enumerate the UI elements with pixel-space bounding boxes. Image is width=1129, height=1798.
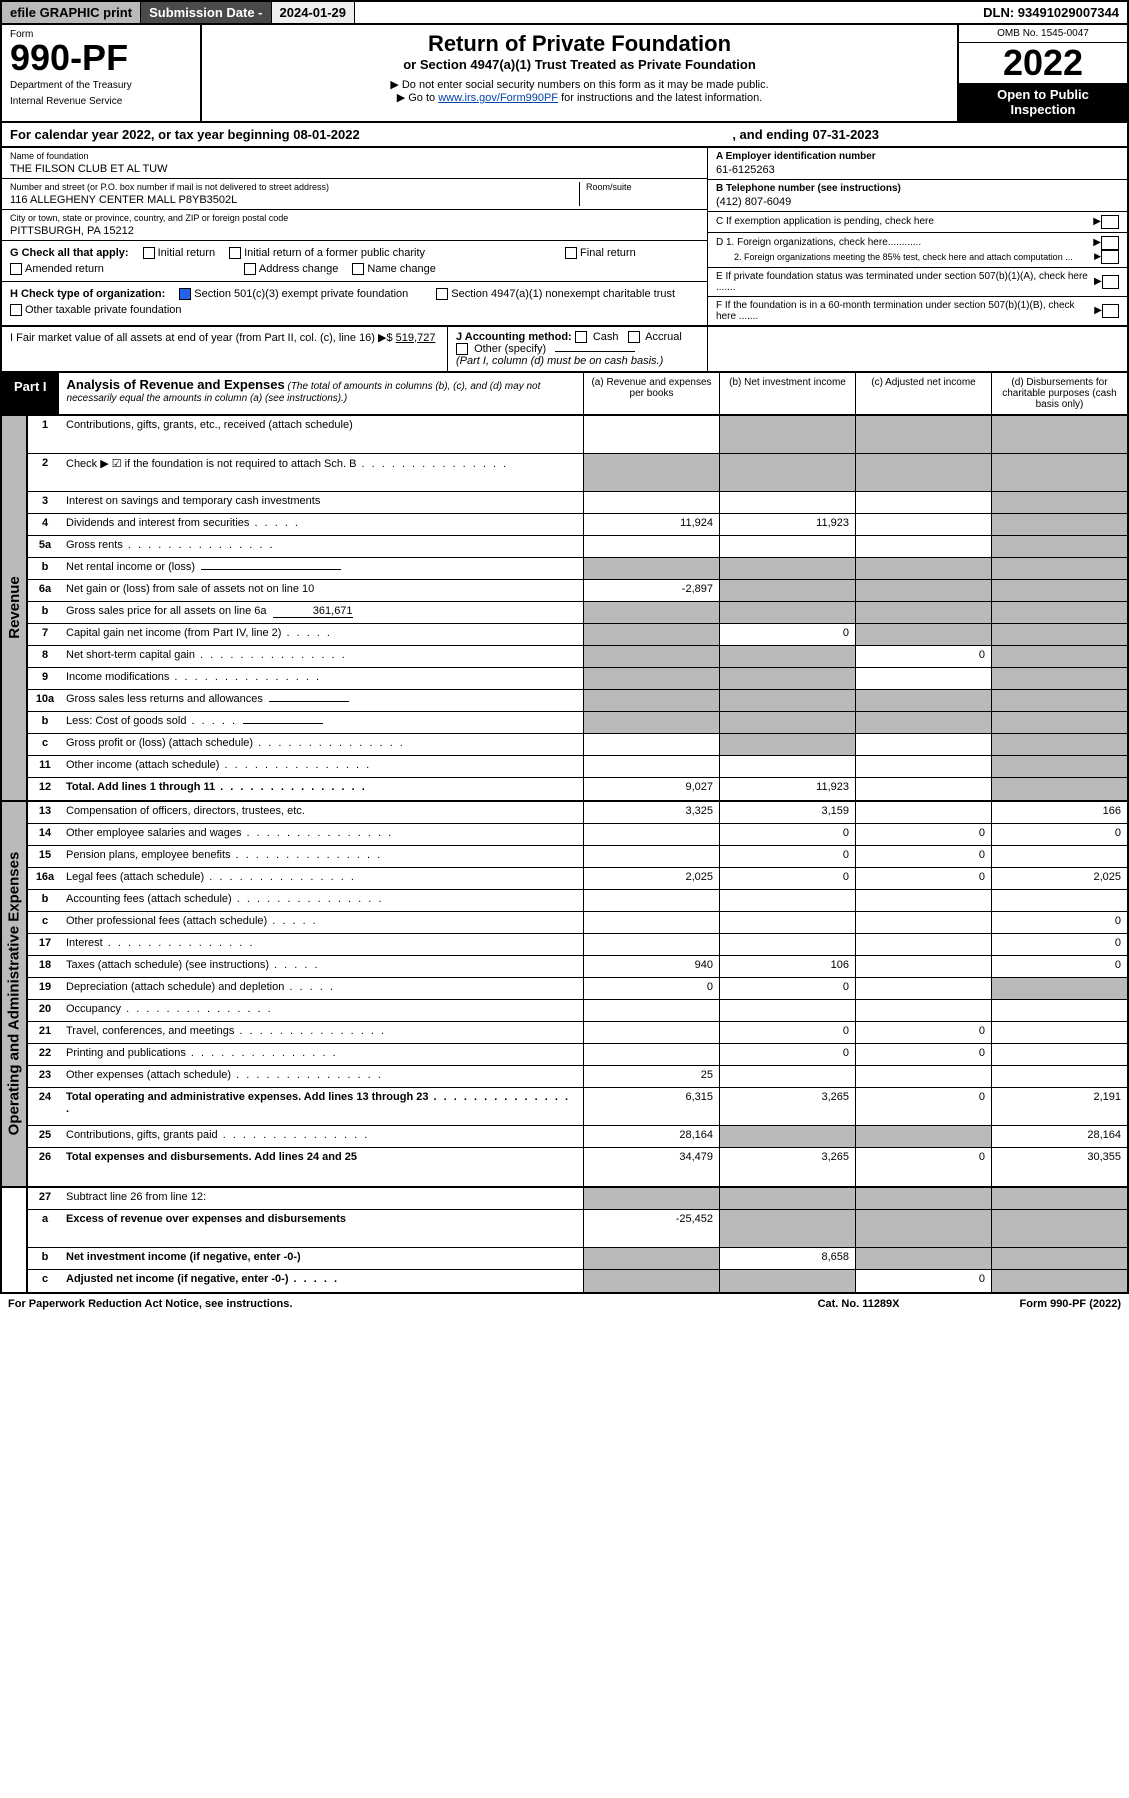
d1-label: D 1. Foreign organizations, check here..…	[716, 237, 921, 248]
fmv-value: 519,727	[396, 332, 436, 344]
info-section: Name of foundation THE FILSON CLUB ET AL…	[0, 148, 1129, 327]
page-footer: For Paperwork Reduction Act Notice, see …	[0, 1294, 1129, 1314]
open-public-badge: Open to Public Inspection	[959, 83, 1127, 121]
h-check-row: H Check type of organization: Section 50…	[2, 282, 707, 322]
c-label: C If exemption application is pending, c…	[716, 216, 934, 227]
revenue-label: Revenue	[6, 577, 23, 640]
chk-amended[interactable]	[10, 263, 22, 275]
chk-name-change[interactable]	[352, 263, 364, 275]
chk-f[interactable]	[1102, 304, 1119, 318]
chk-accrual[interactable]	[628, 331, 640, 343]
city: PITTSBURGH, PA 15212	[10, 225, 699, 237]
revenue-section: Revenue 1Contributions, gifts, grants, e…	[0, 416, 1129, 802]
expenses-section: Operating and Administrative Expenses 13…	[0, 802, 1129, 1188]
foundation-name: THE FILSON CLUB ET AL TUW	[10, 163, 699, 175]
irs-label: Internal Revenue Service	[10, 96, 192, 108]
chk-e[interactable]	[1102, 275, 1119, 289]
chk-4947a1[interactable]	[436, 288, 448, 300]
j-note: (Part I, column (d) must be on cash basi…	[456, 355, 663, 367]
g-check-row: G Check all that apply: Initial return I…	[2, 241, 707, 282]
col-b: (b) Net investment income	[719, 373, 855, 414]
ein-label: A Employer identification number	[716, 151, 876, 162]
dept-treasury: Department of the Treasury	[10, 80, 192, 92]
cat-no: Cat. No. 11289X	[818, 1298, 900, 1310]
phone: (412) 807-6049	[716, 196, 1119, 208]
chk-d1[interactable]	[1101, 236, 1119, 250]
dln: DLN: 93491029007344	[975, 2, 1127, 23]
name-label: Name of foundation	[10, 151, 699, 161]
form-header: Form 990-PF Department of the Treasury I…	[0, 25, 1129, 123]
address: 116 ALLEGHENY CENTER MALL P8YB3502L	[10, 194, 579, 206]
form-title: Return of Private Foundation	[212, 31, 947, 57]
col-a: (a) Revenue and expenses per books	[583, 373, 719, 414]
chk-d2[interactable]	[1101, 250, 1119, 264]
city-label: City or town, state or province, country…	[10, 213, 699, 223]
form-ref: Form 990-PF (2022)	[1020, 1298, 1121, 1310]
form-subtitle: or Section 4947(a)(1) Trust Treated as P…	[212, 57, 947, 72]
f-label: F If the foundation is in a 60-month ter…	[716, 300, 1094, 322]
hi-j-row: I Fair market value of all assets at end…	[0, 327, 1129, 373]
part1-badge: Part I	[2, 373, 59, 414]
tax-year: 2022	[959, 43, 1127, 83]
paperwork-notice: For Paperwork Reduction Act Notice, see …	[8, 1298, 292, 1310]
addr-label: Number and street (or P.O. box number if…	[10, 182, 579, 192]
submission-label: Submission Date -	[141, 2, 271, 23]
ein: 61-6125263	[716, 164, 1119, 176]
part1-header: Part I Analysis of Revenue and Expenses …	[0, 373, 1129, 416]
efile-button[interactable]: efile GRAPHIC print	[2, 2, 141, 23]
form-number: 990-PF	[10, 40, 192, 76]
calendar-year-row: For calendar year 2022, or tax year begi…	[0, 123, 1129, 148]
chk-initial-former[interactable]	[229, 247, 241, 259]
submission-date: 2024-01-29	[272, 2, 356, 23]
chk-501c3[interactable]	[179, 288, 191, 300]
col-d: (d) Disbursements for charitable purpose…	[991, 373, 1127, 414]
e-label: E If private foundation status was termi…	[716, 271, 1094, 293]
chk-other-taxable[interactable]	[10, 304, 22, 316]
chk-other-method[interactable]	[456, 343, 468, 355]
line27-section: 27Subtract line 26 from line 12: aExcess…	[0, 1188, 1129, 1294]
d2-label: 2. Foreign organizations meeting the 85%…	[734, 252, 1073, 262]
chk-cash[interactable]	[575, 331, 587, 343]
note-ssn: ▶ Do not enter social security numbers o…	[212, 78, 947, 91]
chk-final[interactable]	[565, 247, 577, 259]
expenses-label: Operating and Administrative Expenses	[6, 852, 23, 1136]
room-label: Room/suite	[586, 182, 699, 192]
note-link-row: ▶ Go to www.irs.gov/Form990PF for instru…	[212, 91, 947, 104]
irs-link[interactable]: www.irs.gov/Form990PF	[438, 92, 558, 104]
chk-c[interactable]	[1101, 215, 1119, 229]
col-c: (c) Adjusted net income	[855, 373, 991, 414]
top-bar: efile GRAPHIC print Submission Date - 20…	[0, 0, 1129, 25]
chk-addr-change[interactable]	[244, 263, 256, 275]
chk-initial[interactable]	[143, 247, 155, 259]
phone-label: B Telephone number (see instructions)	[716, 183, 901, 194]
omb-number: OMB No. 1545-0047	[959, 25, 1127, 43]
